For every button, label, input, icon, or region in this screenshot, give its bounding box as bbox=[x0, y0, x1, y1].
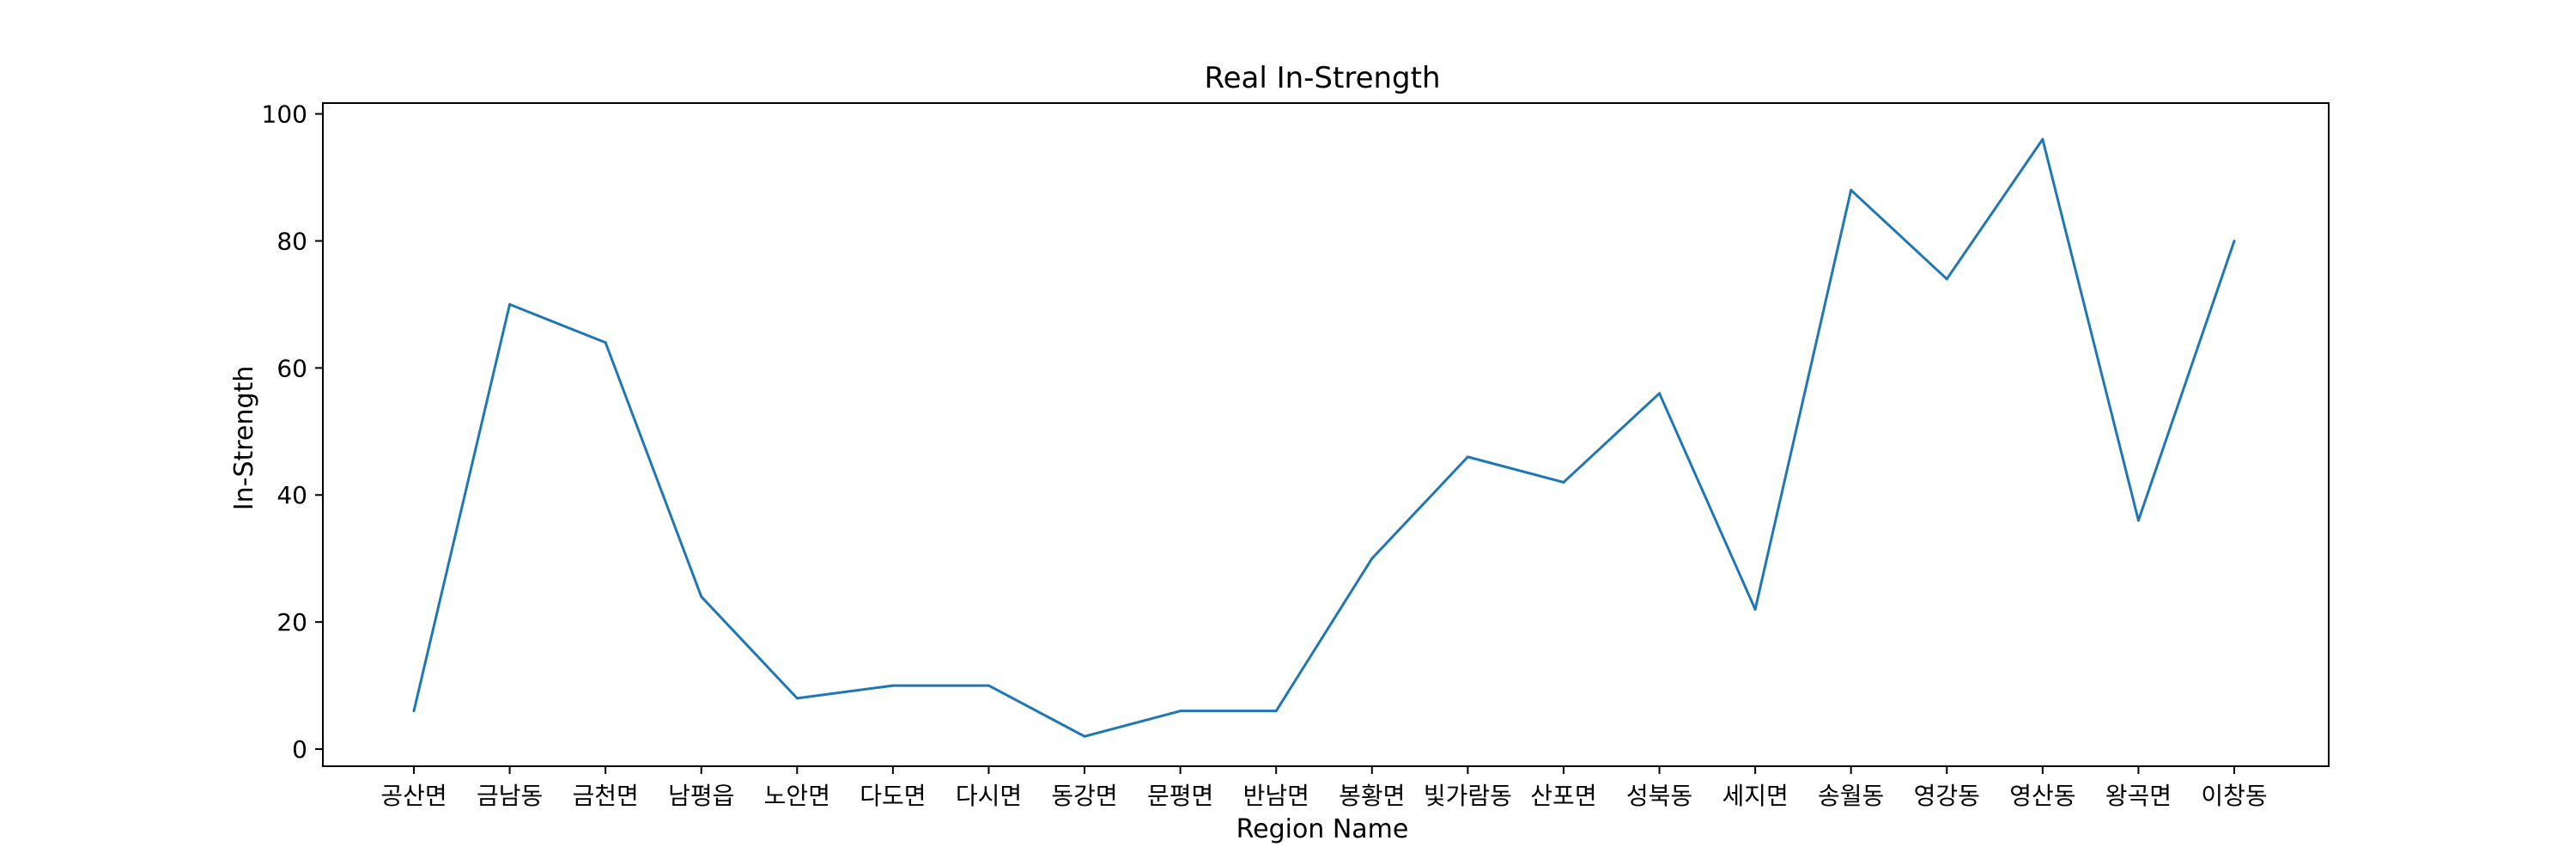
data-point bbox=[1850, 188, 1853, 192]
x-tick-label: 남평읍 bbox=[668, 782, 734, 810]
y-axis-label: In-Strength bbox=[229, 366, 259, 510]
x-axis-label: Region Name bbox=[1236, 814, 1409, 844]
x-tick-label: 노안면 bbox=[764, 782, 830, 810]
data-point bbox=[1562, 480, 1565, 484]
data-point bbox=[412, 710, 416, 713]
y-tick-label: 80 bbox=[276, 227, 307, 255]
x-tick-label: 금남동 bbox=[477, 782, 543, 810]
x-tick-label: 봉황면 bbox=[1339, 782, 1405, 810]
data-point bbox=[1274, 710, 1278, 713]
x-tick-label: 다도면 bbox=[860, 782, 926, 810]
y-tick-label: 0 bbox=[292, 735, 307, 764]
data-point bbox=[2136, 519, 2140, 522]
y-tick-label: 100 bbox=[262, 101, 307, 129]
x-tick-label: 영강동 bbox=[1914, 782, 1980, 810]
x-tick-label: 산포면 bbox=[1530, 782, 1596, 810]
data-point bbox=[1179, 710, 1182, 713]
x-tick-label: 성북동 bbox=[1626, 782, 1692, 810]
data-point bbox=[1753, 607, 1757, 611]
x-tick-label: 문평면 bbox=[1147, 782, 1213, 810]
data-point bbox=[795, 697, 799, 700]
data-point bbox=[1370, 557, 1374, 560]
data-point bbox=[1945, 277, 1948, 281]
y-tick-label: 20 bbox=[276, 608, 307, 637]
data-point bbox=[508, 302, 512, 306]
series-line bbox=[412, 137, 2236, 738]
x-tick-label: 공산면 bbox=[380, 782, 447, 810]
x-tick-label: 왕곡면 bbox=[2105, 782, 2172, 810]
data-point bbox=[891, 684, 895, 687]
x-tick-label: 동강면 bbox=[1051, 782, 1117, 810]
x-tick-label: 빛가람동 bbox=[1424, 782, 1512, 810]
x-tick-label: 세지면 bbox=[1722, 782, 1788, 810]
x-tick-label: 다시면 bbox=[956, 782, 1022, 810]
x-tick-label: 송월동 bbox=[1818, 782, 1884, 810]
x-tick-label: 반남면 bbox=[1243, 782, 1309, 810]
x-tick-label: 금천면 bbox=[573, 782, 639, 810]
data-point bbox=[1083, 734, 1086, 738]
plot-area: 0 20 40 60 80 100 공산면 금남동 금천면 남평읍 노안면 다도면 다시면 동강면 문평면 반… bbox=[262, 101, 2330, 810]
y-tick-label: 40 bbox=[276, 481, 307, 509]
data-point bbox=[1466, 455, 1469, 459]
data-point bbox=[1658, 392, 1662, 395]
data-point bbox=[2041, 137, 2044, 141]
plot-frame bbox=[322, 102, 2330, 767]
data-point bbox=[987, 684, 990, 687]
data-point bbox=[700, 595, 703, 599]
data-point bbox=[2233, 239, 2236, 242]
x-tick-label: 영산동 bbox=[2009, 782, 2075, 810]
data-point bbox=[604, 341, 607, 344]
x-tick-label: 이창동 bbox=[2201, 782, 2267, 810]
chart-title: Real In-Strength bbox=[1204, 61, 1440, 95]
y-tick-label: 60 bbox=[276, 354, 307, 382]
